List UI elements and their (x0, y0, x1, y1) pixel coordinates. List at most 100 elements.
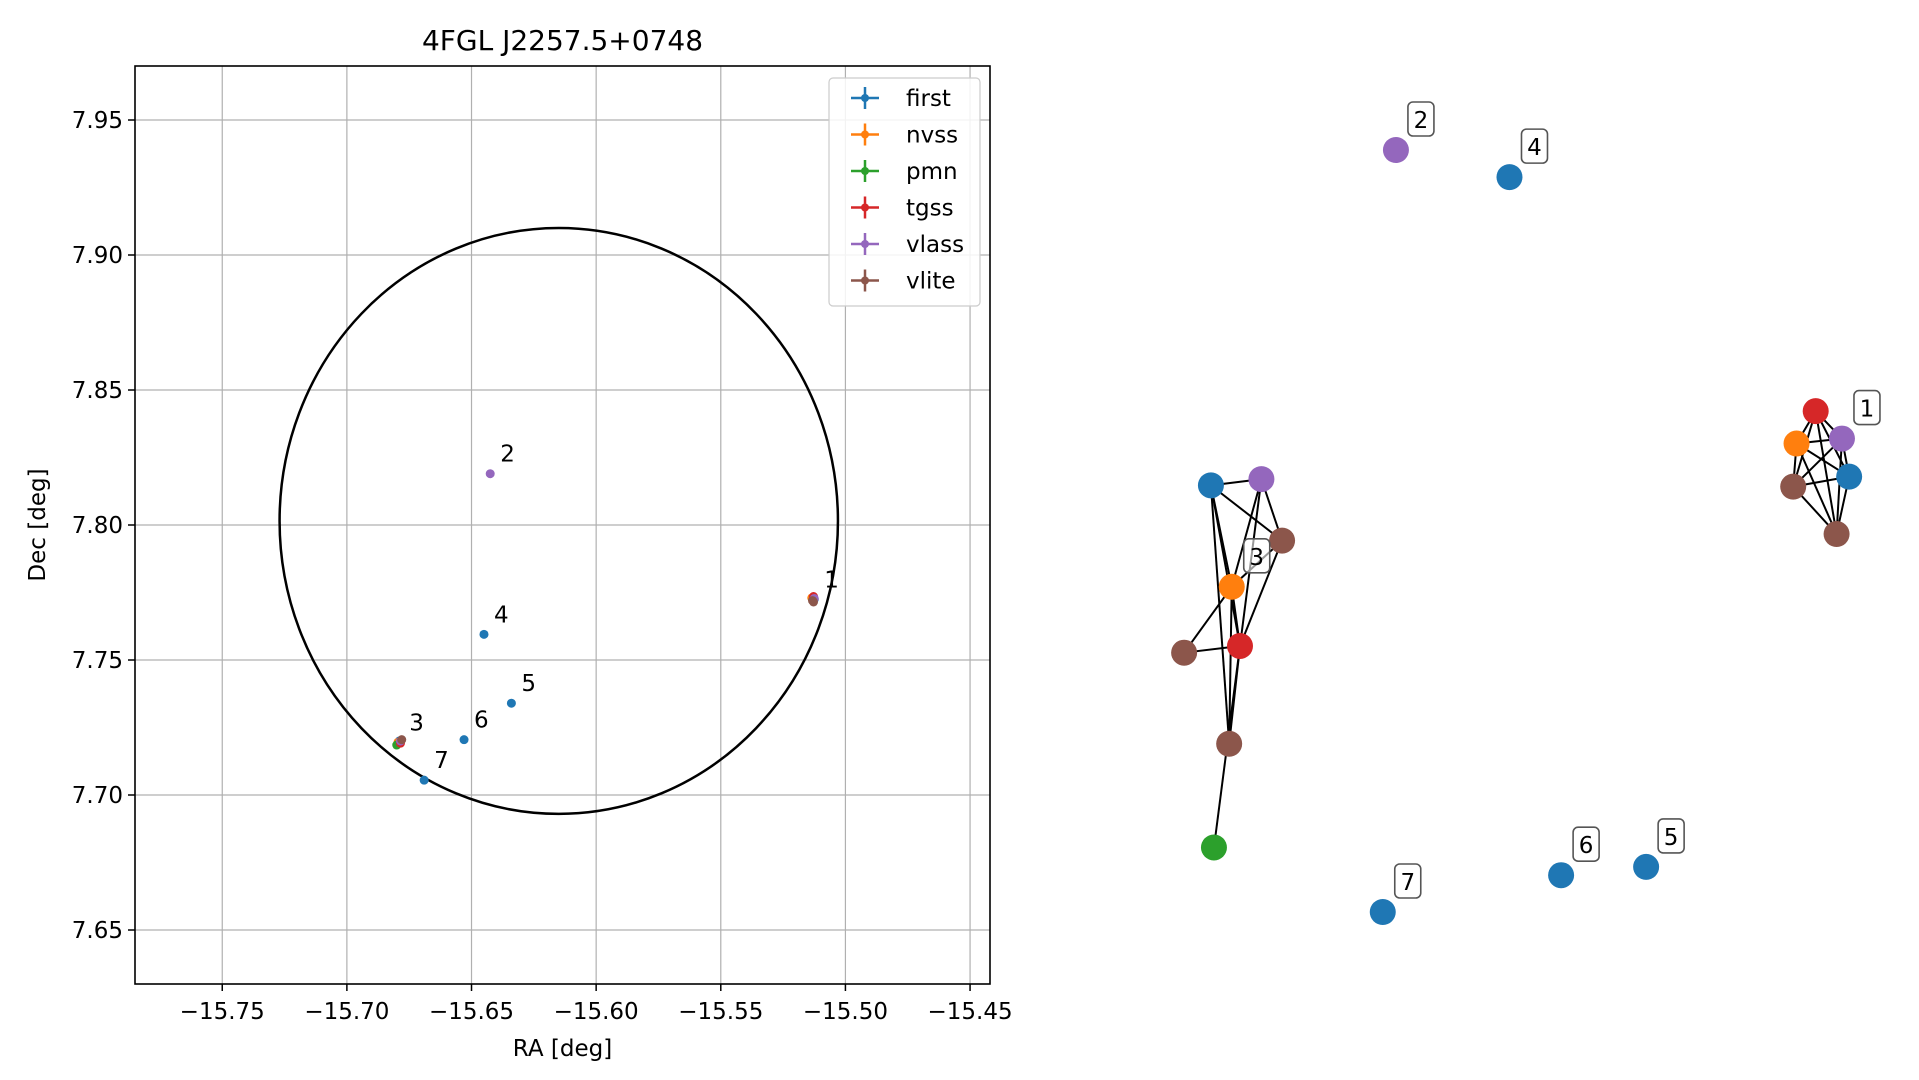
legend-marker-vlass (861, 240, 869, 248)
network-node-vlite (1216, 730, 1243, 757)
network-nodes-layer (1171, 137, 1863, 925)
network-edge (1209, 485, 1231, 744)
network-node-label: 2 (1414, 108, 1429, 134)
legend-label-tgss: tgss (906, 196, 954, 222)
scatter-point-vlite (809, 597, 819, 607)
x-tick-label: −15.55 (678, 999, 763, 1025)
scatter-point-first (479, 629, 489, 639)
x-tick-label: −15.70 (304, 999, 389, 1025)
x-tick-label: −15.65 (429, 999, 514, 1025)
y-tick-label: 7.65 (72, 918, 123, 944)
network-panel: 1 2 3 4 5 6 7 (1171, 101, 1881, 925)
network-node-vlass (1828, 425, 1855, 452)
network-label-box (1242, 537, 1271, 574)
network-edge (1210, 484, 1283, 542)
scatter-point-first (506, 698, 516, 708)
y-tick-label: 7.75 (72, 648, 123, 674)
point-annotation: 5 (521, 671, 536, 697)
point-annotation: 6 (474, 708, 489, 734)
y-ticks: 7.65 7.70 7.75 7.80 7.85 7.90 7.95 (72, 108, 135, 944)
network-node-first (1369, 899, 1396, 925)
network-node-label: 4 (1527, 135, 1542, 161)
network-node-label: 1 (1860, 397, 1875, 423)
scatter-point-vlass (485, 469, 495, 479)
y-axis-label: Dec [deg] (25, 468, 51, 581)
legend-label-vlite: vlite (906, 269, 956, 295)
scatter-points-layer (392, 469, 819, 785)
network-label-box (1393, 863, 1422, 899)
network-node-label: 5 (1664, 825, 1679, 851)
scatter-point-first (419, 775, 429, 785)
network-node-label: 7 (1400, 870, 1415, 896)
network-node-label: 6 (1579, 833, 1594, 859)
network-node-tgss (1802, 398, 1829, 425)
network-labels-layer: 1 2 3 4 5 6 7 (1242, 101, 1881, 899)
legend-marker-first (861, 94, 869, 102)
network-node-first (1633, 853, 1660, 880)
network-label-box (1572, 826, 1600, 862)
error-ellipse (278, 226, 840, 816)
network-node-first (1197, 472, 1224, 499)
network-node-vlite (1269, 527, 1296, 554)
network-label-box (1657, 818, 1685, 854)
network-node-vlass (1382, 137, 1409, 163)
network-node-nvss (1783, 430, 1810, 457)
scatter-annotations-layer: 1 2 3 4 5 67 (409, 442, 839, 774)
network-edge (1183, 586, 1233, 654)
x-tick-label: −15.45 (927, 999, 1012, 1025)
x-axis-label: RA [deg] (513, 1036, 612, 1062)
scatter-point-first (459, 735, 469, 745)
y-tick-label: 7.80 (72, 513, 123, 539)
network-node-vlite (1780, 473, 1807, 500)
scatter-point-vlite (397, 735, 407, 745)
network-label-box (1407, 101, 1435, 137)
legend-box (828, 77, 981, 307)
network-node-pmn (1200, 834, 1227, 861)
x-ticks: −15.75 −15.70 −15.65 −15.60 −15.55 −15.50 −15.… (180, 984, 1013, 1025)
legend-marker-nvss (861, 130, 869, 139)
legend-marker-tgss (861, 203, 869, 212)
error-ellipse-layer (278, 226, 840, 816)
y-tick-label: 7.70 (72, 783, 123, 809)
point-annotation: 7 (434, 748, 449, 774)
network-node-tgss (1226, 632, 1253, 659)
legend-label-vlass: vlass (906, 232, 964, 258)
network-node-vlite (1171, 639, 1198, 666)
point-annotation: 4 (494, 602, 509, 628)
network-node-vlite (1823, 521, 1850, 548)
network-edge (1230, 478, 1263, 588)
x-tick-label: −15.50 (803, 999, 888, 1025)
point-annotation: 3 (409, 710, 424, 736)
x-tick-label: −15.60 (554, 999, 639, 1025)
network-label-box (1520, 128, 1549, 164)
legend: first nvss pmn tgss vlass vlite (828, 77, 981, 307)
network-node-nvss (1218, 573, 1245, 600)
y-tick-label: 7.85 (72, 378, 123, 404)
legend-marker-pmn (861, 167, 869, 175)
network-edge (1239, 540, 1284, 647)
network-edge (1228, 586, 1233, 744)
network-node-first (1496, 164, 1523, 191)
grid-lines (135, 66, 990, 984)
legend-label-pmn: pmn (906, 159, 958, 185)
network-node-first (1836, 463, 1863, 490)
y-tick-label: 7.90 (72, 243, 123, 269)
point-annotation: 1 (824, 567, 839, 593)
network-node-label: 3 (1249, 545, 1264, 571)
network-node-first (1548, 862, 1575, 889)
legend-label-first: first (906, 86, 951, 112)
legend-marker-vlite (861, 276, 869, 285)
network-node-vlass (1248, 466, 1275, 493)
network-label-box (1853, 389, 1881, 426)
legend-label-nvss: nvss (906, 123, 958, 149)
y-tick-label: 7.95 (72, 108, 123, 134)
network-edge (1209, 485, 1241, 647)
network-edge (1814, 410, 1838, 535)
network-edge (1835, 438, 1843, 535)
point-annotation: 2 (500, 442, 515, 468)
chart-title: 4FGL J2257.5+0748 (422, 24, 703, 57)
network-edge (1795, 443, 1838, 535)
x-tick-label: −15.75 (180, 999, 265, 1025)
